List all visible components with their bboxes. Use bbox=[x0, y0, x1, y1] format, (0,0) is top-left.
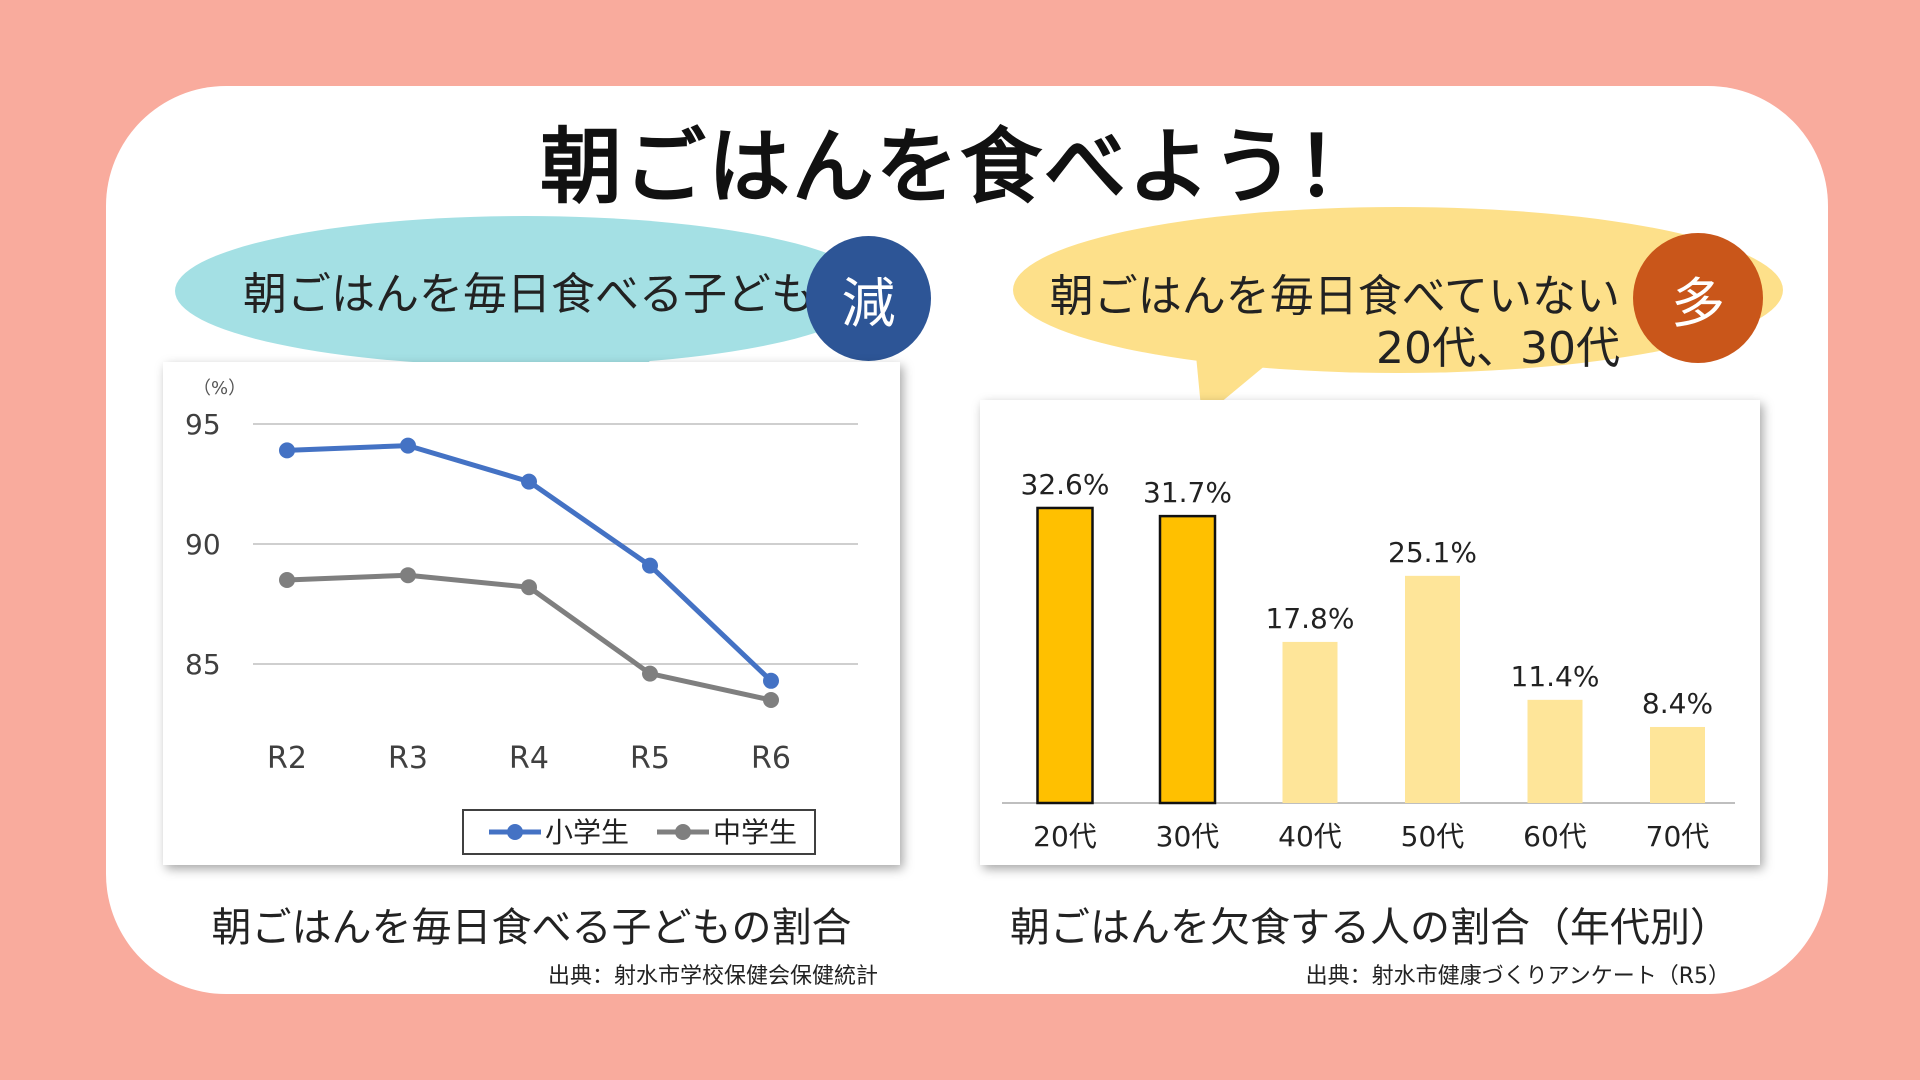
x-tick-label: 30代 bbox=[1156, 820, 1220, 853]
right-bubble-line1: 朝ごはんを毎日食べていない bbox=[1049, 271, 1620, 322]
right-bubble-line2: 20代、30代 bbox=[1376, 323, 1620, 374]
line-chart-panel: （%） 95 90 85 R2 R3 R4 R5 R6 小学生 中学生 bbox=[163, 362, 900, 865]
bar-value-label: 17.8% bbox=[1266, 602, 1355, 635]
y-tick-label: 95 bbox=[185, 408, 221, 441]
right-chart-caption: 朝ごはんを欠食する人の割合（年代別） bbox=[1010, 905, 1730, 951]
data-point bbox=[521, 579, 537, 596]
data-point bbox=[763, 692, 779, 708]
bar-chart-panel: 32.6% 20代 31.7% 30代 17.8% 40代 25.1% 50代 11.4% 60代… bbox=[980, 400, 1760, 865]
left-chart-caption: 朝ごはんを毎日食べる子どもの割合 bbox=[211, 905, 852, 951]
right-chart-source: 出典：射水市健康づくりアンケート（R5） bbox=[1305, 964, 1730, 989]
x-tick-label: 60代 bbox=[1523, 820, 1587, 853]
data-point bbox=[642, 557, 658, 574]
increase-badge: 多 bbox=[1633, 233, 1763, 363]
x-tick-label: 20代 bbox=[1033, 820, 1097, 853]
x-tick-label: 50代 bbox=[1401, 820, 1465, 853]
bar-chart: 32.6% 20代 31.7% 30代 17.8% 40代 25.1% 50代 11.4% 60代… bbox=[1002, 468, 1735, 853]
data-point bbox=[642, 665, 658, 682]
data-point bbox=[763, 672, 779, 689]
data-point bbox=[279, 572, 295, 588]
y-tick-label: 90 bbox=[185, 528, 221, 561]
decrease-badge: 減 bbox=[806, 236, 931, 361]
legend-box bbox=[462, 809, 816, 855]
bar bbox=[1527, 699, 1583, 803]
left-bubble-text: 朝ごはんを毎日食べる子ども bbox=[243, 269, 815, 320]
x-tick-label: R4 bbox=[509, 741, 549, 776]
x-tick-label: R3 bbox=[388, 741, 428, 776]
bar bbox=[1405, 575, 1460, 803]
bar bbox=[1650, 726, 1705, 803]
data-point bbox=[279, 442, 295, 459]
x-tick-label: R6 bbox=[751, 741, 791, 776]
legend-label: 小学生 bbox=[545, 816, 629, 849]
data-point bbox=[400, 437, 416, 454]
page-title: 朝ごはんを食べよう！ bbox=[539, 120, 1380, 215]
bar-value-label: 31.7% bbox=[1143, 476, 1232, 509]
y-tick-label: 85 bbox=[185, 648, 221, 681]
legend-label: 中学生 bbox=[713, 816, 797, 849]
line-chart: （%） 95 90 85 R2 R3 R4 R5 R6 小学生 中学生 bbox=[185, 378, 858, 855]
bar bbox=[1036, 506, 1094, 805]
bar-value-label: 8.4% bbox=[1642, 687, 1713, 720]
chart-legend: 小学生 中学生 bbox=[462, 809, 816, 855]
left-chart-source: 出典：射水市学校保健会保健統計 bbox=[547, 964, 878, 989]
x-tick-label: 70代 bbox=[1646, 820, 1710, 853]
x-tick-label: 40代 bbox=[1278, 820, 1342, 853]
legend-marker bbox=[507, 824, 523, 840]
bar-value-label: 11.4% bbox=[1511, 660, 1600, 693]
data-point bbox=[521, 473, 537, 490]
bar-value-label: 25.1% bbox=[1388, 536, 1477, 569]
bar bbox=[1158, 514, 1217, 805]
data-point bbox=[400, 567, 416, 584]
bar-value-label: 32.6% bbox=[1021, 468, 1110, 501]
y-axis-unit: （%） bbox=[193, 378, 246, 399]
x-tick-label: R2 bbox=[267, 741, 307, 776]
bar bbox=[1282, 641, 1338, 803]
legend-marker bbox=[675, 824, 691, 840]
x-tick-label: R5 bbox=[630, 741, 670, 776]
